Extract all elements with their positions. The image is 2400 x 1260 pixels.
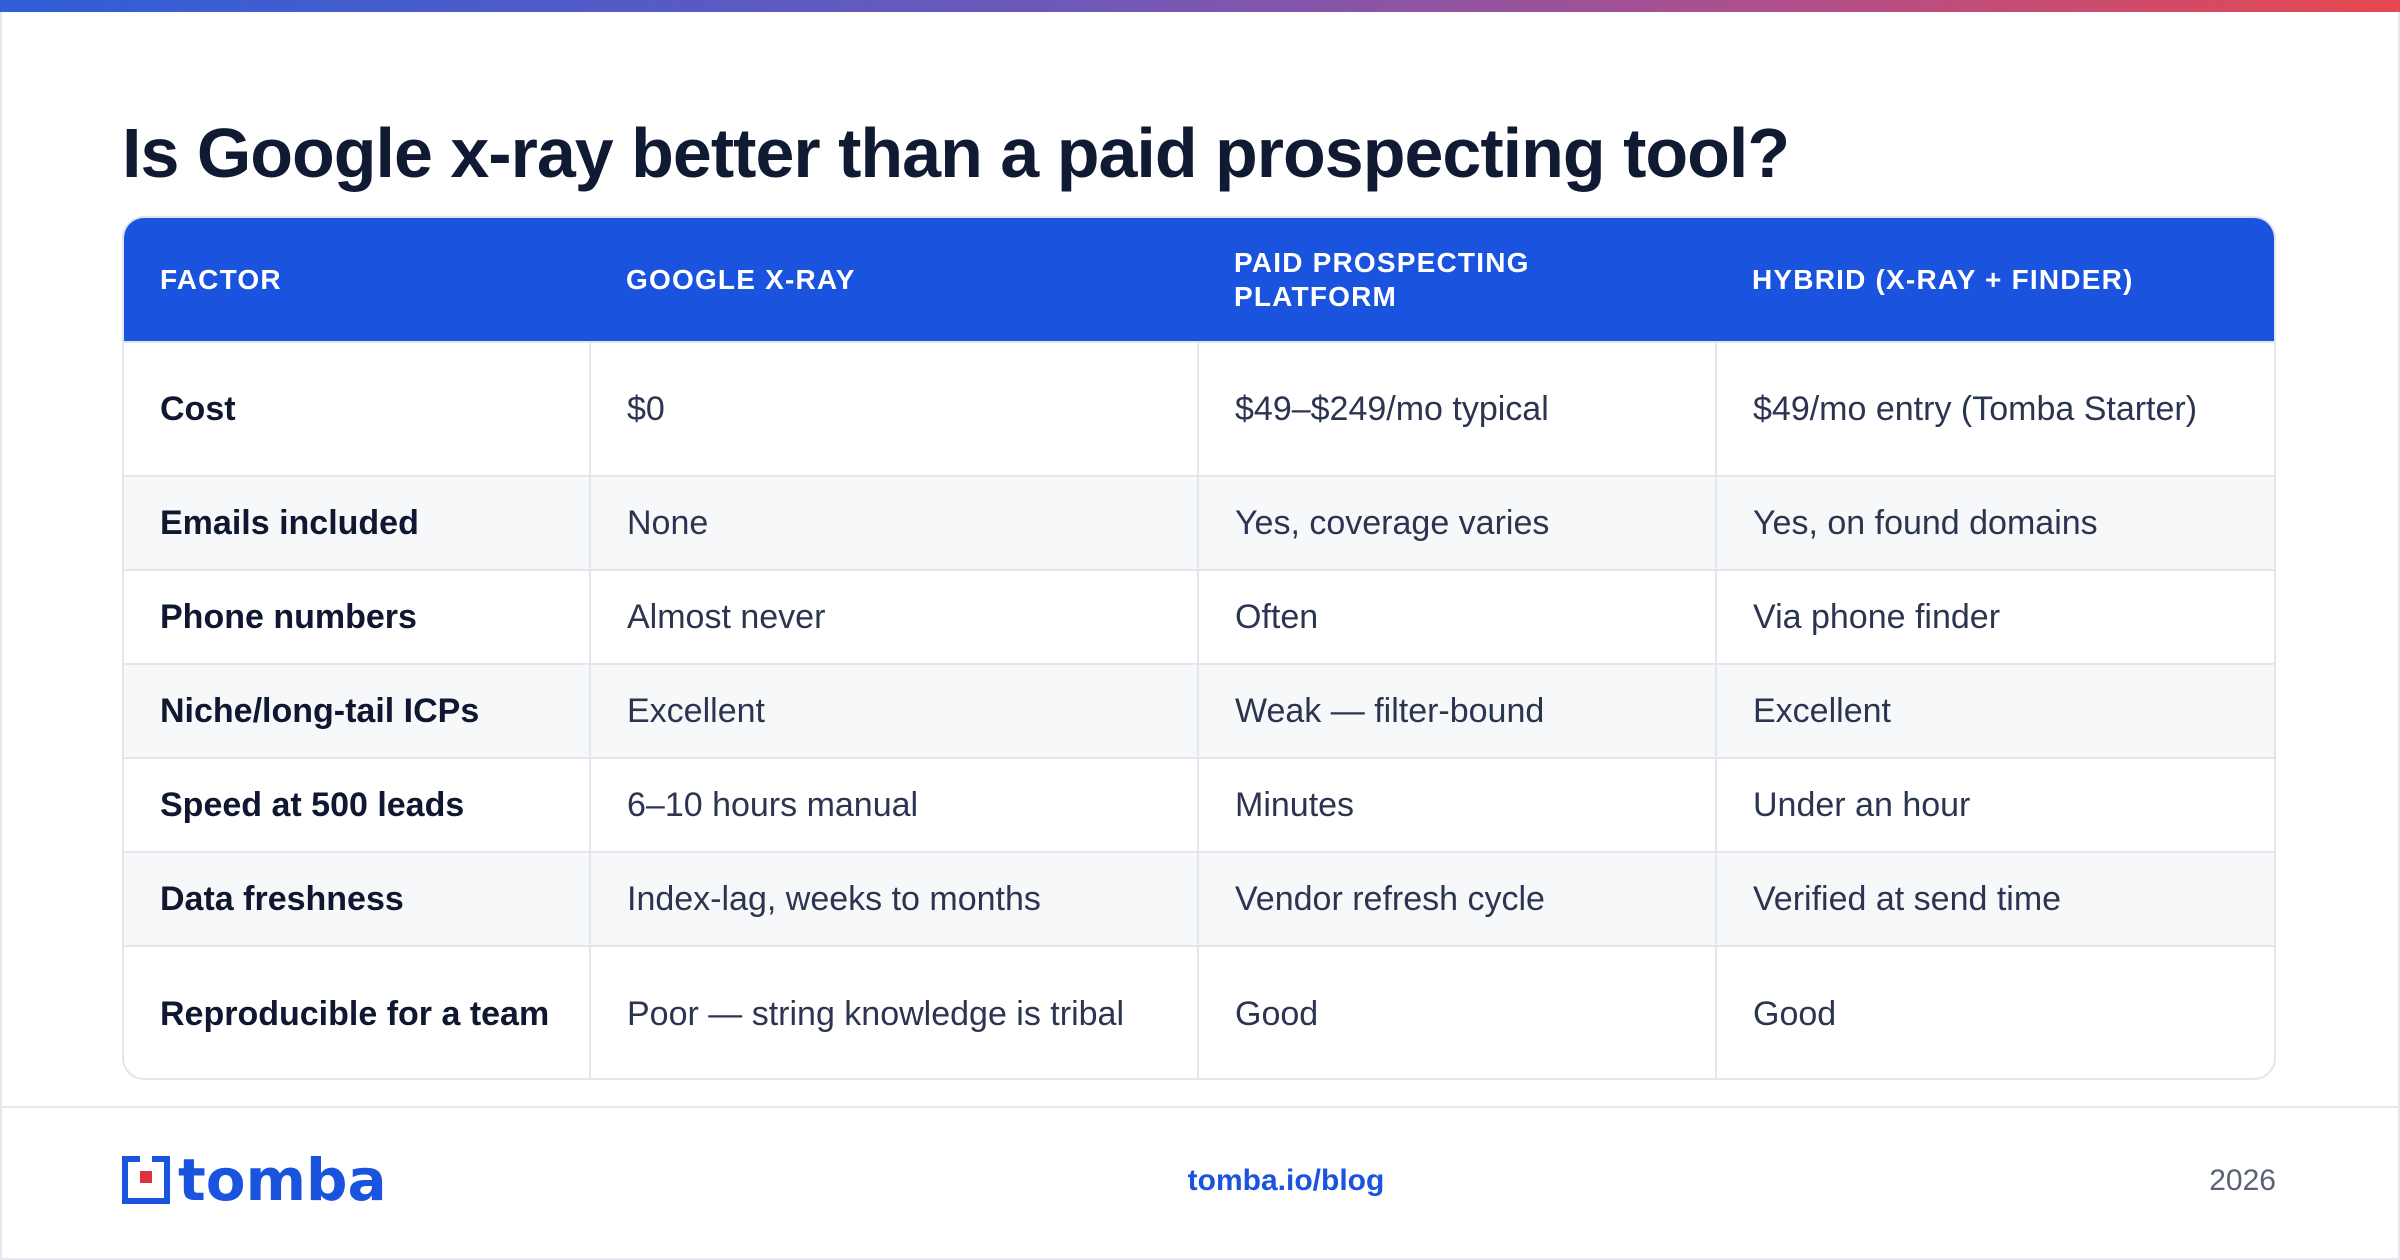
logo-wordmark: tomba: [178, 1146, 387, 1214]
tomba-logo-icon: [122, 1156, 170, 1204]
hybrid-cell: Good: [1715, 945, 2274, 1078]
blog-link[interactable]: tomba.io/blog: [1187, 1164, 1385, 1197]
table-row: Emails included None Yes, coverage varie…: [124, 475, 2274, 570]
hybrid-cell: Yes, on found domains: [1715, 475, 2274, 570]
xray-cell: Index-lag, weeks to months: [589, 851, 1198, 946]
table-row: Phone numbers Almost never Often Via pho…: [124, 569, 2274, 664]
factor-cell: Data freshness: [124, 851, 590, 946]
header-hybrid: HYBRID (X-RAY + FINDER): [1752, 263, 2134, 295]
footer-year: 2026: [2209, 1164, 2276, 1197]
table-row: Data freshness Index-lag, weeks to month…: [124, 851, 2274, 946]
factor-cell: Phone numbers: [124, 569, 590, 664]
factor-cell: Cost: [124, 341, 590, 476]
xray-cell: $0: [589, 341, 1198, 476]
table-header-row: FACTOR GOOGLE X-RAY PAID PROSPECTING PLA…: [124, 218, 2274, 342]
table-row: Speed at 500 leads 6–10 hours manual Min…: [124, 757, 2274, 852]
paid-cell: Often: [1197, 569, 1716, 664]
footer-divider: [0, 1106, 2400, 1108]
header-paid-platform: PAID PROSPECTING PLATFORM: [1234, 246, 1530, 312]
header-google-xray: GOOGLE X-RAY: [626, 263, 856, 295]
paid-cell: Minutes: [1197, 757, 1716, 852]
xray-cell: Excellent: [589, 663, 1198, 758]
hybrid-cell: Excellent: [1715, 663, 2274, 758]
factor-cell: Reproducible for a team: [124, 945, 590, 1078]
xray-cell: Poor — string knowledge is tribal: [589, 945, 1198, 1078]
gradient-top-bar: [0, 0, 2400, 12]
paid-cell: Weak — filter-bound: [1197, 663, 1716, 758]
hybrid-cell: $49/mo entry (Tomba Starter): [1715, 341, 2274, 476]
factor-cell: Speed at 500 leads: [124, 757, 590, 852]
paid-cell: Yes, coverage varies: [1197, 475, 1716, 570]
paid-cell: Good: [1197, 945, 1716, 1078]
hybrid-cell: Via phone finder: [1715, 569, 2274, 664]
header-factor: FACTOR: [160, 263, 282, 295]
paid-cell: $49–$249/mo typical: [1197, 341, 1716, 476]
page-title: Is Google x-ray better than a paid prosp…: [122, 114, 1790, 192]
xray-cell: 6–10 hours manual: [589, 757, 1198, 852]
factor-cell: Niche/long-tail ICPs: [124, 663, 590, 758]
xray-cell: None: [589, 475, 1198, 570]
hybrid-cell: Verified at send time: [1715, 851, 2274, 946]
factor-cell: Emails included: [124, 475, 590, 570]
paid-cell: Vendor refresh cycle: [1197, 851, 1716, 946]
table-row: Cost $0 $49–$249/mo typical $49/mo entry…: [124, 341, 2274, 476]
table-row: Reproducible for a team Poor — string kn…: [124, 945, 2274, 1078]
table-row: Niche/long-tail ICPs Excellent Weak — fi…: [124, 663, 2274, 758]
comparison-table: FACTOR GOOGLE X-RAY PAID PROSPECTING PLA…: [122, 216, 2276, 1080]
xray-cell: Almost never: [589, 569, 1198, 664]
tomba-logo[interactable]: tomba: [122, 1146, 387, 1214]
hybrid-cell: Under an hour: [1715, 757, 2274, 852]
